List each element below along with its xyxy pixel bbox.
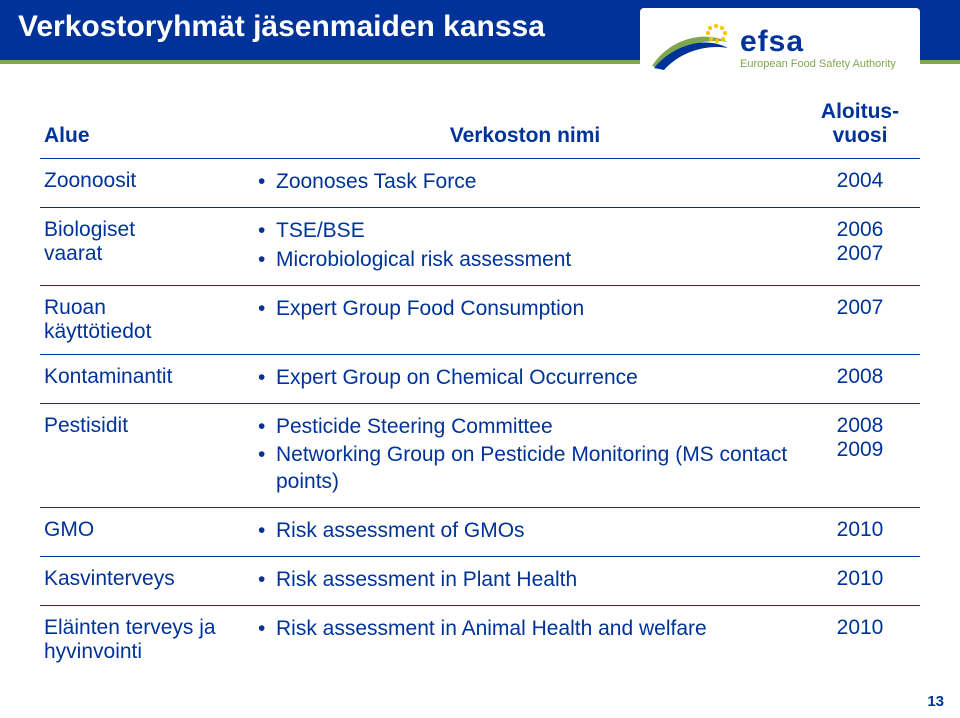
cell-years: 2004 [800,159,920,208]
cell-years: 2010 [800,507,920,556]
cell-networks: Risk assessment in Plant Health [250,557,800,606]
table-row: Kasvinterveys Risk assessment in Plant He… [40,557,920,606]
cell-networks: Expert Group Food Consumption [250,285,800,354]
cell-area: Zoonoosit [40,159,250,208]
network-item: Risk assessment of GMOs [258,518,792,544]
cell-years: 2006 2007 [800,208,920,286]
cell-years: 2008 [800,354,920,403]
cell-networks: Risk assessment in Animal Health and wel… [250,606,800,675]
cell-area: Eläinten terveys ja hyvinvointi [40,606,250,675]
table-header-row: Alue Verkoston nimi Aloitus- vuosi [40,92,920,159]
col-header-network: Verkoston nimi [250,92,800,159]
cell-years: 2010 [800,557,920,606]
cell-networks: Expert Group on Chemical Occurrence [250,354,800,403]
cell-years: 2007 [800,285,920,354]
cell-area: GMO [40,507,250,556]
cell-area: Kontaminantit [40,354,250,403]
network-item: Zoonoses Task Force [258,169,792,195]
cell-networks: TSE/BSE Microbiological risk assessment [250,208,800,286]
col-header-year: Aloitus- vuosi [800,92,920,159]
efsa-logo: efsa European Food Safety Authority [640,8,920,88]
table-row: Eläinten terveys ja hyvinvointi Risk asse… [40,606,920,675]
cell-area: Biologiset vaarat [40,208,250,286]
cell-area: Kasvinterveys [40,557,250,606]
network-item: TSE/BSE [258,218,792,244]
network-item: Microbiological risk assessment [258,247,792,273]
table-row: Ruoan käyttötiedot Expert Group Food Cons… [40,285,920,354]
table-row: GMO Risk assessment of GMOs 2010 [40,507,920,556]
cell-networks: Zoonoses Task Force [250,159,800,208]
network-item: Risk assessment in Animal Health and wel… [258,616,792,642]
network-groups-table: Alue Verkoston nimi Aloitus- vuosi Zoono… [40,92,920,674]
slide-content: Alue Verkoston nimi Aloitus- vuosi Zoono… [0,64,960,674]
efsa-wordmark: efsa [740,25,896,58]
cell-years: 2008 2009 [800,404,920,508]
cell-area: Ruoan käyttötiedot [40,285,250,354]
table-row: Zoonoosit Zoonoses Task Force 2004 [40,159,920,208]
col-header-area: Alue [40,92,250,159]
cell-networks: Risk assessment of GMOs [250,507,800,556]
cell-years: 2010 [800,606,920,675]
network-item: Networking Group on Pesticide Monitoring… [258,442,792,495]
network-item: Risk assessment in Plant Health [258,567,792,593]
cell-networks: Pesticide Steering CommitteeNetworking G… [250,404,800,508]
network-item: Pesticide Steering Committee [258,414,792,440]
table-row: Kontaminantit Expert Group on Chemical Oc… [40,354,920,403]
slide-title: Verkostoryhmät jäsenmaiden kanssa [18,10,545,44]
network-item: Expert Group Food Consumption [258,296,792,322]
table-row: Biologiset vaarat TSE/BSE Microbiological … [40,208,920,286]
network-item: Expert Group on Chemical Occurrence [258,365,792,391]
table-row: PestisiditPesticide Steering CommitteeNe… [40,404,920,508]
cell-area: Pestisidit [40,404,250,508]
efsa-tagline: European Food Safety Authority [740,58,896,70]
efsa-logo-text: efsa European Food Safety Authority [740,25,896,70]
efsa-logo-icon [650,18,730,78]
page-number: 13 [927,693,944,710]
